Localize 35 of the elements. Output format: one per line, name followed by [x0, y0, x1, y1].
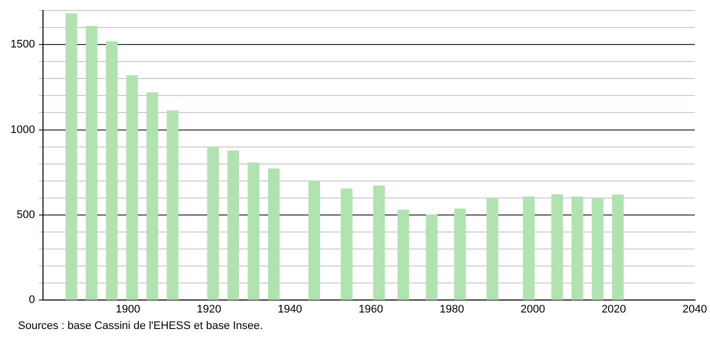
bar	[340, 188, 352, 300]
bar	[454, 208, 466, 300]
y-tick-label: 1500	[10, 38, 35, 51]
x-tick-label: 1960	[358, 304, 384, 316]
bar	[572, 196, 584, 300]
bar	[592, 198, 604, 300]
bar	[207, 146, 219, 300]
y-tick-label: 0	[28, 294, 35, 306]
x-tick-label: 1940	[278, 304, 302, 316]
source-note: Sources : base Cassini de l'EHESS et base Insee.	[18, 320, 263, 332]
y-tick-label: 1000	[10, 124, 35, 136]
bar	[612, 194, 624, 300]
bar	[126, 75, 138, 300]
bar	[373, 185, 385, 300]
bar	[522, 196, 535, 300]
x-tick-label: 1920	[196, 304, 222, 316]
bar	[426, 214, 438, 300]
bar	[308, 180, 320, 300]
bar	[146, 92, 158, 300]
bar	[268, 168, 280, 300]
bar	[551, 194, 563, 300]
x-tick-label: 2000	[520, 304, 546, 316]
bar	[486, 198, 498, 300]
bar	[248, 162, 260, 300]
bar	[106, 41, 118, 300]
x-tick-label: 1980	[440, 304, 464, 316]
x-tick-label: 1900	[116, 304, 140, 316]
bar	[166, 110, 178, 300]
bar	[397, 210, 410, 300]
bar	[227, 150, 240, 300]
bar	[66, 13, 78, 300]
x-tick-label: 2040	[682, 304, 708, 316]
x-tick-label: 2020	[602, 304, 626, 316]
bar	[86, 26, 98, 300]
y-tick-label: 500	[16, 208, 35, 221]
